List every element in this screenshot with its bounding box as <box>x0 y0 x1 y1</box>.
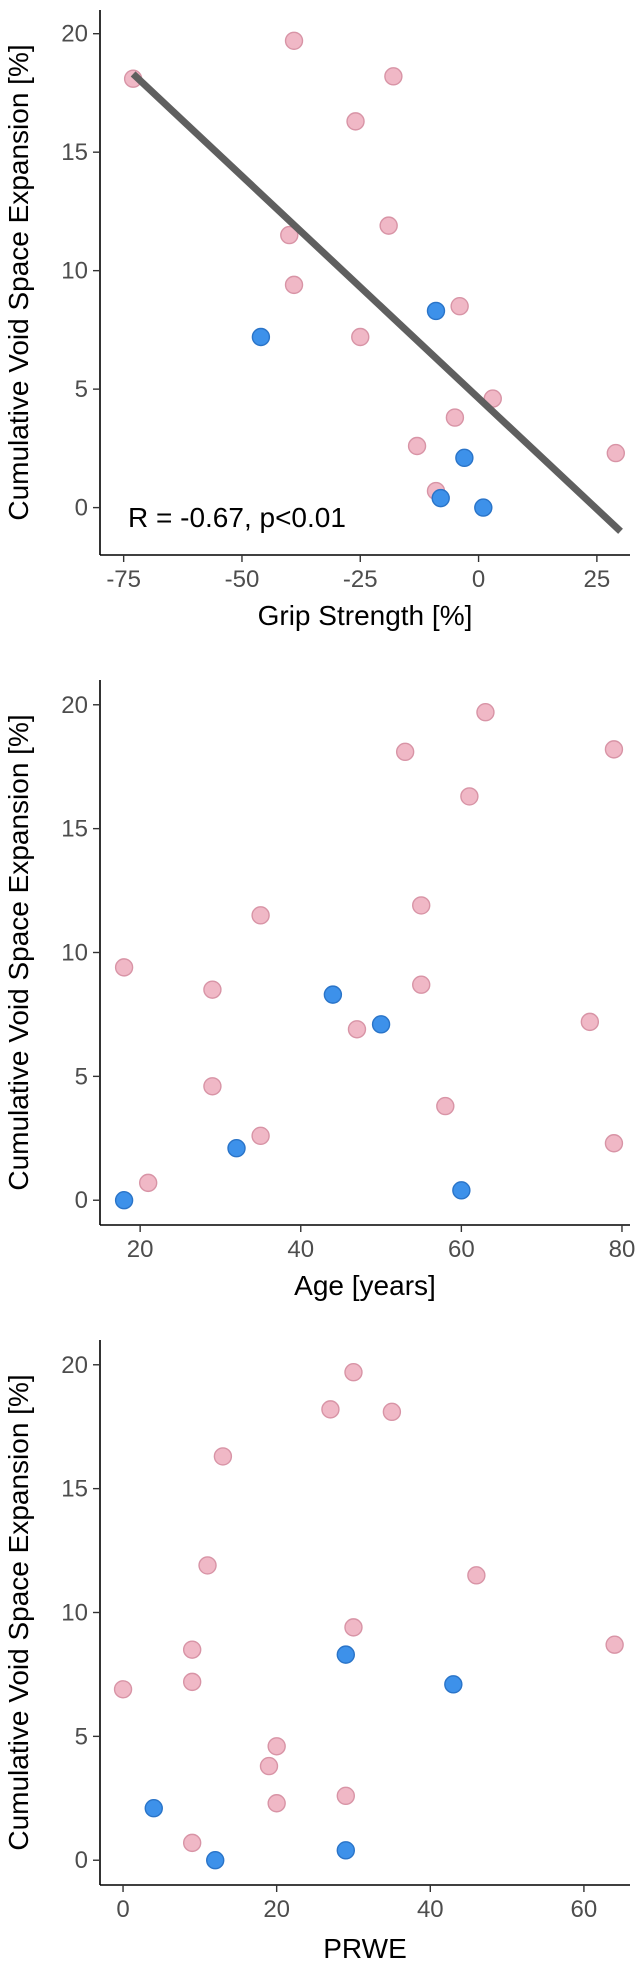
grip-y-axis-title: Cumulative Void Space Expansion [%] <box>3 44 34 520</box>
prwe-pink-point <box>344 1363 363 1382</box>
prwe-y-tick-label: 20 <box>61 1352 88 1379</box>
age-pink-point <box>203 980 222 999</box>
age-x-tick-label: 40 <box>287 1236 314 1263</box>
grip-regression-line <box>130 71 623 534</box>
prwe-pink-point <box>259 1756 279 1776</box>
prwe-x-tick-label: 40 <box>417 1896 444 1923</box>
prwe-blue-point <box>336 1645 355 1664</box>
grip-y-tick-label: 0 <box>75 495 88 522</box>
age-pink-point <box>412 975 431 994</box>
prwe-x-tick-label: 20 <box>263 1896 290 1923</box>
prwe-pink-point <box>267 1737 286 1756</box>
age-pink-point <box>604 1134 624 1153</box>
grip-y-tick-label: 5 <box>75 376 88 403</box>
age-blue-point <box>323 985 343 1004</box>
age-pink-point <box>347 1020 367 1039</box>
grip-pink-point <box>284 275 304 295</box>
prwe-pink-point <box>267 1794 286 1813</box>
prwe-pink-point <box>182 1672 202 1692</box>
prwe-x-tick-label: 60 <box>571 1896 598 1923</box>
age-pink-point <box>114 958 134 977</box>
age-pink-point <box>203 1077 222 1096</box>
grip-pink-point <box>351 327 370 347</box>
prwe-pink-point <box>182 1640 202 1659</box>
age-x-axis-title: Age [years] <box>294 1270 436 1301</box>
prwe-pink-point <box>344 1618 363 1637</box>
age-y-axis-title: Cumulative Void Space Expansion [%] <box>3 714 34 1190</box>
grip-y-tick-label: 20 <box>61 21 88 48</box>
prwe-blue-point <box>336 1841 355 1860</box>
age-pink-point <box>580 1012 600 1032</box>
grip-x-tick-label: -75 <box>106 566 141 593</box>
age-y-tick-label: 10 <box>61 940 88 967</box>
prwe-pink-point <box>213 1447 233 1466</box>
age-blue-point <box>452 1181 471 1200</box>
age-x-tick-label: 60 <box>448 1236 475 1263</box>
prwe-x-axis-title: PRWE <box>323 1933 407 1964</box>
grip-pink-point <box>407 436 427 456</box>
age-pink-point <box>251 906 270 925</box>
grip-pink-point <box>445 408 465 427</box>
grip-correlation-annotation: R = -0.67, p<0.01 <box>128 502 346 533</box>
age-blue-point <box>227 1139 246 1158</box>
prwe-blue-point <box>444 1675 463 1694</box>
age-blue-point <box>114 1191 134 1210</box>
age-pink-point <box>395 742 415 762</box>
grip-blue-point <box>431 488 450 508</box>
prwe-pink-point <box>321 1400 340 1419</box>
prwe-pink-point <box>198 1556 217 1575</box>
age-x-tick-label: 20 <box>127 1236 154 1263</box>
prwe-x-tick-label: 0 <box>116 1896 129 1923</box>
age-y-tick-label: 5 <box>75 1063 88 1090</box>
prwe-scatter-chart: 0 5 10 15 20 0 20 40 60 PRWE Cumulative Void Space… <box>3 1340 630 1964</box>
prwe-pink-point <box>182 1833 202 1853</box>
grip-pink-point <box>450 296 469 316</box>
prwe-blue-point <box>206 1851 225 1870</box>
grip-x-tick-label: -25 <box>343 566 378 593</box>
age-y-tick-label: 20 <box>61 692 88 719</box>
grip-blue-point <box>426 301 446 321</box>
age-pink-point <box>604 740 624 759</box>
age-pink-point <box>436 1096 455 1116</box>
age-pink-point <box>138 1173 158 1193</box>
age-y-tick-label: 15 <box>61 816 88 843</box>
grip-y-tick-label: 10 <box>61 258 88 285</box>
prwe-pink-point <box>467 1566 486 1585</box>
prwe-pink-point <box>605 1635 624 1654</box>
grip-strength-scatter-chart: 0 5 10 15 20 -75 -50 -25 0 25 Grip Strength [%] Cum… <box>3 10 630 631</box>
age-y-tick-label: 0 <box>75 1187 88 1214</box>
grip-blue-point <box>455 448 474 468</box>
prwe-y-axis-title: Cumulative Void Space Expansion [%] <box>3 1374 34 1850</box>
grip-pink-point <box>606 443 626 463</box>
prwe-y-tick-label: 5 <box>75 1723 88 1750</box>
grip-x-tick-label: -50 <box>225 566 260 593</box>
grip-x-axis-title: Grip Strength [%] <box>258 600 473 631</box>
age-pink-point <box>476 703 495 722</box>
prwe-y-tick-label: 0 <box>75 1847 88 1874</box>
grip-pink-point <box>346 112 365 131</box>
grip-y-tick-label: 15 <box>61 139 88 166</box>
age-pink-point <box>412 896 431 915</box>
age-blue-point <box>371 1015 391 1034</box>
prwe-y-tick-label: 15 <box>61 1476 88 1503</box>
prwe-blue-point <box>144 1799 163 1818</box>
age-pink-point <box>460 787 479 806</box>
grip-pink-point <box>384 67 403 86</box>
grip-blue-point <box>474 498 493 517</box>
grip-pink-point <box>280 225 299 245</box>
grip-pink-point <box>284 31 304 51</box>
prwe-pink-point <box>113 1680 133 1699</box>
grip-x-tick-label: 0 <box>472 566 485 593</box>
prwe-pink-point <box>382 1402 402 1422</box>
prwe-y-tick-label: 10 <box>61 1600 88 1627</box>
grip-x-tick-label: 25 <box>584 566 611 593</box>
grip-blue-point <box>251 327 271 347</box>
age-pink-point <box>251 1126 270 1146</box>
age-x-tick-label: 80 <box>609 1236 636 1263</box>
grip-pink-point <box>379 216 398 235</box>
age-scatter-chart: 0 5 10 15 20 20 40 60 80 Age [years] Cumulative Vo… <box>3 680 636 1301</box>
prwe-pink-point <box>336 1786 355 1806</box>
